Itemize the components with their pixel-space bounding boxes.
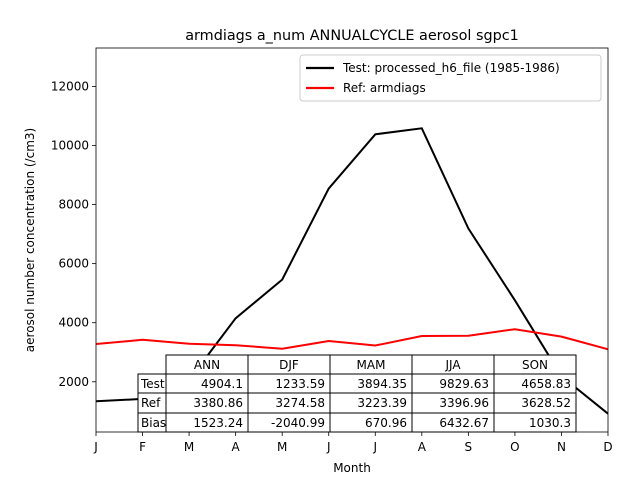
table-header: MAM <box>357 358 386 372</box>
stats-table: ANN DJF MAM JJA SON Test 4904.1 1233.59 3894.35 9… <box>137 354 577 433</box>
table-value: 3380.86 <box>193 396 243 410</box>
table-value: 1523.24 <box>193 416 243 430</box>
x-tick-label: O <box>510 440 519 454</box>
table-value: -2040.99 <box>271 416 325 430</box>
table-value: 4658.83 <box>521 377 571 391</box>
y-tick-label: 2000 <box>58 375 89 389</box>
legend-entry: Ref: armdiags <box>343 81 426 95</box>
table-value: 3894.35 <box>357 377 407 391</box>
y-tick-label: 8000 <box>58 198 89 212</box>
table-header: JJA <box>444 358 461 372</box>
table-row-label: Bias <box>141 416 166 430</box>
table-value: 3223.39 <box>357 396 407 410</box>
table-value: 670.96 <box>365 416 407 430</box>
x-tick-label: N <box>557 440 566 454</box>
chart-title: armdiags a_num ANNUALCYCLE aerosol sgpc1 <box>185 28 519 44</box>
y-tick-label: 4000 <box>58 316 89 330</box>
table-value: 3396.96 <box>439 396 489 410</box>
x-tick-label: J <box>372 440 377 454</box>
y-tick-label: 10000 <box>51 138 89 152</box>
legend-box <box>299 54 602 102</box>
table-value: 9829.63 <box>439 377 489 391</box>
x-tick-label: D <box>603 440 612 454</box>
table-row-label: Test <box>140 377 165 391</box>
y-tick-label: 12000 <box>51 79 89 93</box>
table-cell <box>493 412 577 433</box>
x-tick-label: M <box>277 440 287 454</box>
x-tick-label: J <box>93 440 98 454</box>
x-tick-label: S <box>465 440 473 454</box>
y-axis-label: aerosol number concentration (/cm3) <box>23 128 37 352</box>
table-value: 3628.52 <box>521 396 571 410</box>
table-header: ANN <box>194 358 220 372</box>
x-axis-label: Month <box>333 461 371 475</box>
table-value: 1233.59 <box>275 377 325 391</box>
x-tick-label: A <box>418 440 427 454</box>
table-value: 3274.58 <box>275 396 325 410</box>
x-tick-label: F <box>139 440 146 454</box>
legend-entry: Test: processed_h6_file (1985-1986) <box>342 61 560 75</box>
table-value: 4904.1 <box>201 377 243 391</box>
table-value: 1030.3 <box>529 416 571 430</box>
x-tick-label: A <box>232 440 241 454</box>
x-tick-label: J <box>326 440 331 454</box>
table-value: 6432.67 <box>439 416 489 430</box>
x-tick-label: M <box>184 440 194 454</box>
table-header: DJF <box>279 358 299 372</box>
y-tick-label: 6000 <box>58 257 89 271</box>
legend: Test: processed_h6_file (1985-1986) Ref: … <box>299 54 602 102</box>
series-line-ref <box>96 328 608 351</box>
table-header: SON <box>522 358 548 372</box>
table-row-label: Ref <box>141 396 161 410</box>
